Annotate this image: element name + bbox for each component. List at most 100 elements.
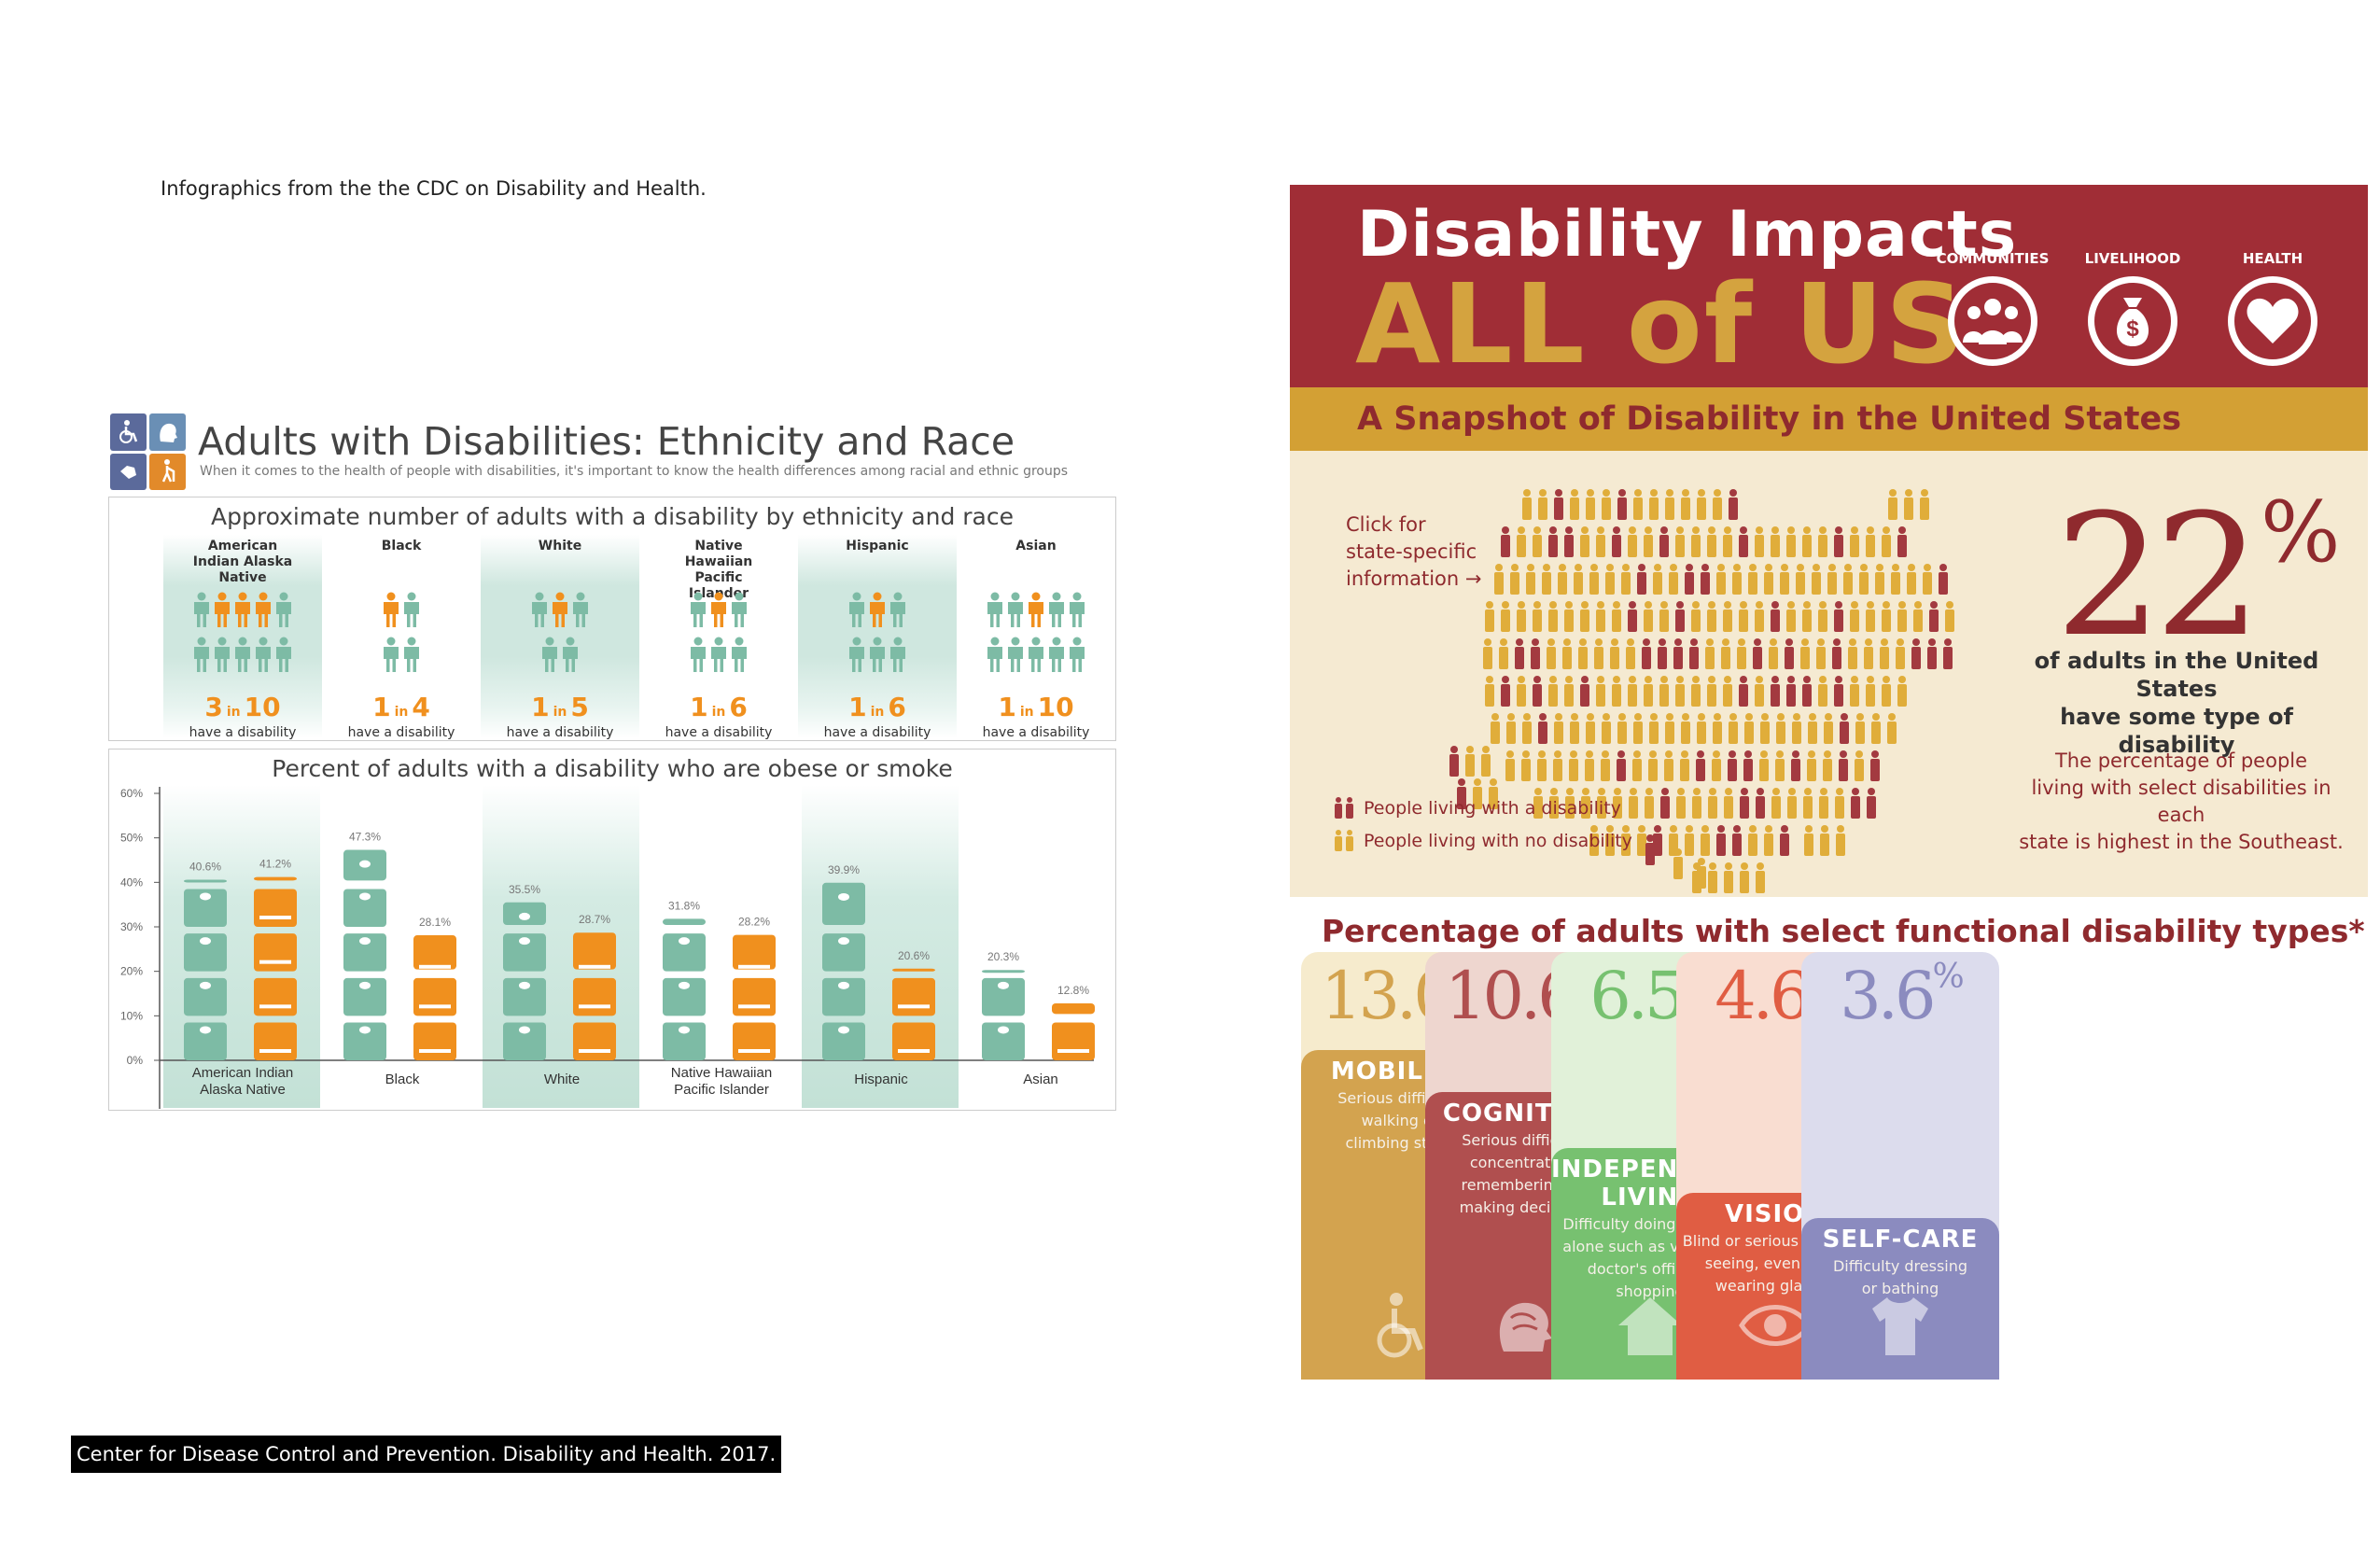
us-map[interactable] — [1421, 451, 2018, 897]
map-person-icon — [1786, 526, 1796, 557]
snapshot-infographic: Disability Impacts ALL of US COMMUNITIES… — [1290, 185, 2368, 1389]
wheelchair-icon — [1363, 1288, 1437, 1363]
map-person-icon — [1485, 676, 1494, 707]
map-person-icon — [1549, 788, 1559, 819]
person-icon — [1049, 637, 1064, 672]
cigarette-icon — [579, 964, 610, 969]
person-icon — [1049, 592, 1064, 627]
ratio-denominator: 10 — [1037, 692, 1074, 722]
type-name: SELF-CARE — [1801, 1226, 1999, 1254]
scale-icon — [200, 981, 211, 989]
person-icon — [1008, 637, 1023, 672]
person-icon — [691, 592, 706, 627]
map-person-icon — [1834, 676, 1843, 707]
map-person-icon — [1457, 778, 1466, 809]
map-person-icon — [1649, 713, 1659, 744]
map-person-icon — [1848, 638, 1857, 669]
map-person-icon — [1827, 564, 1837, 595]
obese-bar-block — [503, 1022, 546, 1060]
scale-icon — [679, 937, 690, 946]
map-person-icon — [1904, 489, 1913, 520]
map-person-icon — [1489, 778, 1498, 809]
map-person-icon — [1581, 788, 1590, 819]
map-person-icon — [1521, 750, 1531, 781]
map-person-icon — [1756, 862, 1765, 893]
map-person-icon — [1553, 750, 1562, 781]
category-label: COMMUNITIES — [1936, 250, 2050, 267]
category-label: Pacific Islander — [674, 1082, 769, 1098]
disability-type-self-care: 3.6% SELF-CARE Difficulty dressing or bathi… — [1801, 952, 1999, 1380]
obese-bar-block — [184, 933, 227, 972]
people-grid — [532, 592, 588, 672]
obese-bar-block — [184, 977, 227, 1016]
link-line: information → — [1346, 567, 1482, 590]
map-person-icon — [1764, 564, 1773, 595]
map-person-icon — [1780, 825, 1789, 856]
map-person-icon — [1897, 526, 1907, 557]
person-icon — [711, 592, 726, 627]
map-person-icon — [1617, 489, 1627, 520]
map-person-icon — [1697, 858, 1706, 889]
legend-label: People living with a disability — [1364, 798, 1621, 819]
cigarette-icon — [419, 1049, 451, 1053]
obese-bar-block — [663, 977, 706, 1016]
map-person-icon — [1645, 788, 1654, 819]
map-person-icon — [1723, 526, 1732, 557]
map-person-icon — [1589, 564, 1599, 595]
person-gold-icon — [1335, 830, 1353, 851]
cigarette-icon — [579, 1004, 610, 1009]
map-person-icon — [1769, 638, 1778, 669]
smoke-bar-block — [892, 1022, 935, 1060]
map-person-icon — [1522, 489, 1532, 520]
map-person-icon — [1580, 526, 1589, 557]
map-person-icon — [1691, 526, 1701, 557]
map-person-icon — [1533, 676, 1542, 707]
map-person-icon — [1659, 601, 1669, 632]
map-person-icon — [1644, 526, 1653, 557]
person-icon — [542, 637, 557, 672]
map-person-icon — [1796, 564, 1805, 595]
type-value: 6.5 — [1589, 958, 1686, 1034]
smoke-bar-block — [733, 977, 776, 1016]
smoke-bar-block — [413, 935, 456, 970]
have-disability-label: have a disability — [189, 725, 297, 740]
map-person-icon — [1896, 638, 1905, 669]
map-person-icon — [1533, 526, 1542, 557]
chart-title: Percent of adults with a disability who … — [272, 755, 953, 782]
person-icon — [987, 637, 1002, 672]
person-icon — [256, 592, 271, 627]
map-person-icon — [1691, 676, 1701, 707]
ethnicity-infographic: Adults with Disabilities: Ethnicity and … — [108, 406, 1116, 1115]
map-person-icon — [1594, 638, 1603, 669]
map-person-icon — [1739, 601, 1748, 632]
map-person-icon — [1724, 788, 1733, 819]
ethnicity-name: Asian — [1015, 539, 1057, 553]
people-grid — [691, 592, 747, 672]
map-person-icon — [1570, 489, 1579, 520]
map-person-icon — [1585, 750, 1594, 781]
map-person-icon — [1697, 489, 1706, 520]
map-person-icon — [1701, 825, 1710, 856]
map-person-icon — [1840, 713, 1849, 744]
map-person-icon — [1580, 676, 1589, 707]
smoke-bar-block — [573, 932, 616, 970]
map-person-icon — [1562, 638, 1572, 669]
category-label: HEALTH — [2242, 250, 2303, 267]
bar-value-label: 28.7% — [579, 913, 610, 926]
ratio-in: in — [870, 705, 885, 720]
map-person-icon — [1771, 788, 1781, 819]
map-person-icon — [1548, 526, 1558, 557]
state-info-link[interactable]: Click for state-specific information → — [1346, 511, 1481, 593]
map-person-icon — [1675, 526, 1685, 557]
ratio-in: in — [553, 705, 567, 720]
obese-bar-block — [822, 1022, 865, 1060]
map-person-icon — [1729, 489, 1738, 520]
person-icon — [384, 592, 399, 627]
category-health: HEALTH — [2207, 250, 2338, 366]
map-person-icon — [1697, 713, 1706, 744]
type-body: SELF-CARE Difficulty dressing or bathing — [1801, 1218, 1999, 1380]
map-person-icon — [1823, 750, 1832, 781]
map-person-icon — [1685, 564, 1694, 595]
scale-icon — [519, 1026, 530, 1034]
map-person-icon — [1850, 526, 1859, 557]
